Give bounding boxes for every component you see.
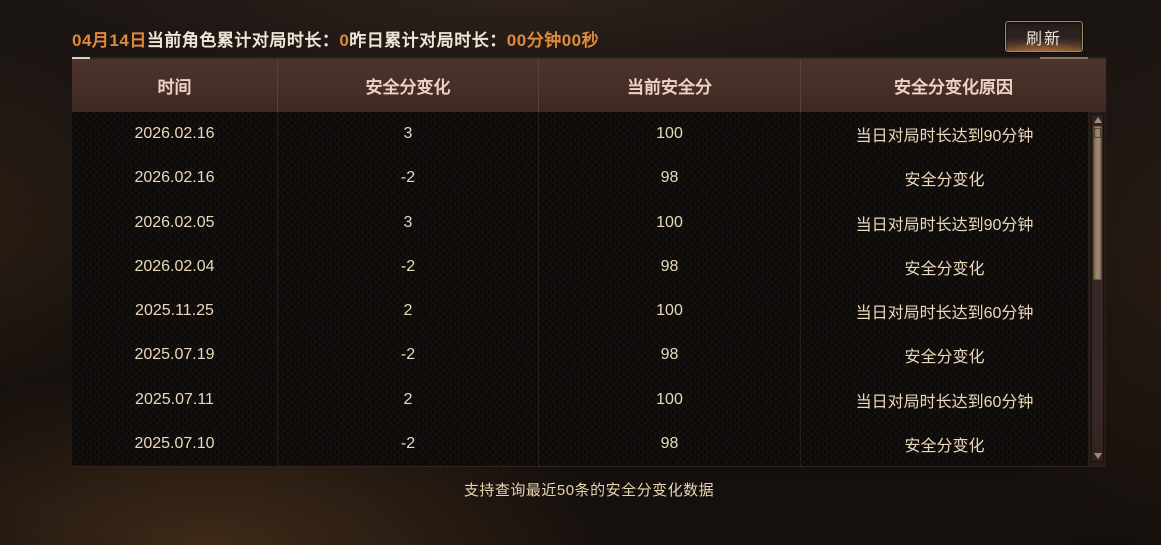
panel-top-left-dash (72, 57, 90, 59)
col-header-time: 时间 (72, 59, 278, 112)
cell-score-change: -2 (278, 244, 539, 289)
cell-score-change: -2 (278, 421, 539, 466)
col-header-change-reason: 安全分变化原因 (894, 78, 1013, 97)
cell-reason: 当日对局时长达到90分钟 (855, 216, 1034, 234)
cell-date: 2026.02.04 (72, 244, 278, 289)
cell-score-change: -2 (278, 333, 539, 378)
cell-reason: 当日对局时长达到60分钟 (855, 305, 1034, 323)
footer-note: 支持查询最近50条的安全分变化数据 (463, 482, 715, 499)
cell-score-change: -2 (278, 156, 539, 201)
table-row: 2025.11.25 2 100 当日对局时长达到60分钟 (72, 289, 1088, 334)
cell-current-score: 98 (539, 421, 801, 466)
cell-current-score: 100 (539, 112, 801, 157)
table-row: 2025.07.19 -2 98 安全分变化 (72, 333, 1088, 378)
cell-reason: 安全分变化 (904, 172, 985, 190)
col-header-score-change: 安全分变化 (278, 59, 539, 112)
scrollbar-grip (1094, 128, 1101, 138)
scrollbar-thumb[interactable] (1093, 126, 1102, 280)
table-rows: 2026.02.16 3 100 当日对局时长达到90分钟 2026.02.16… (72, 112, 1088, 466)
yesterday-duration-label: 昨日累计对局时长： (349, 31, 507, 50)
cell-current-score: 98 (539, 244, 801, 289)
table-body: 2026.02.16 3 100 当日对局时长达到90分钟 2026.02.16… (72, 112, 1106, 466)
cell-current-score: 98 (539, 156, 801, 201)
cell-score-change: 3 (278, 112, 539, 157)
cell-current-score: 98 (539, 333, 801, 378)
table-row: 2025.07.10 -2 98 安全分变化 (72, 421, 1088, 466)
scroll-down-icon[interactable] (1093, 453, 1102, 459)
cell-reason: 安全分变化 (904, 349, 985, 367)
cell-current-score: 100 (539, 289, 801, 334)
table-header: 时间 安全分变化 当前安全分 安全分变化原因 (72, 59, 1106, 113)
today-duration-value: 0 (339, 31, 350, 50)
cell-date: 2025.07.10 (72, 421, 278, 466)
cell-score-change: 3 (278, 200, 539, 245)
cell-reason: 当日对局时长达到60分钟 (855, 393, 1034, 411)
table-row: 2026.02.04 -2 98 安全分变化 (72, 244, 1088, 289)
table-row: 2025.07.11 2 100 当日对局时长达到60分钟 (72, 377, 1088, 422)
table-row: 2026.02.16 3 100 当日对局时长达到90分钟 (72, 112, 1088, 157)
safety-score-history-panel: 时间 安全分变化 当前安全分 安全分变化原因 2026.02.16 3 100 … (72, 57, 1106, 467)
cell-date: 2025.07.19 (72, 333, 278, 378)
table-row: 2026.02.05 3 100 当日对局时长达到90分钟 (72, 200, 1088, 245)
cell-current-score: 100 (539, 377, 801, 422)
cell-date: 2026.02.05 (72, 200, 278, 245)
scrollbar[interactable] (1091, 114, 1104, 462)
cell-reason: 当日对局时长达到90分钟 (855, 128, 1034, 146)
cell-reason: 安全分变化 (904, 437, 985, 455)
cell-date: 2026.02.16 (72, 112, 278, 157)
cell-date: 2026.02.16 (72, 156, 278, 201)
cell-score-change: 2 (278, 289, 539, 334)
yesterday-duration-value: 00分钟00秒 (506, 31, 600, 50)
today-duration-label: 当前角色累计对局时长： (146, 31, 340, 50)
cell-date: 2025.11.25 (72, 289, 278, 334)
col-header-current-score: 当前安全分 (539, 59, 801, 112)
panel-top-right-dash (1040, 57, 1088, 59)
table-row: 2026.02.16 -2 98 安全分变化 (72, 156, 1088, 201)
cell-reason: 安全分变化 (904, 260, 985, 278)
date-label: 04月14日 (72, 31, 147, 50)
cell-date: 2025.07.11 (72, 377, 278, 422)
session-summary: 04月14日当前角色累计对局时长：0昨日累计对局时长：00分钟00秒 (72, 26, 600, 50)
cell-current-score: 100 (539, 200, 801, 245)
refresh-button[interactable]: 刷新 (1005, 21, 1083, 52)
scroll-up-icon[interactable] (1093, 117, 1102, 123)
cell-score-change: 2 (278, 377, 539, 422)
